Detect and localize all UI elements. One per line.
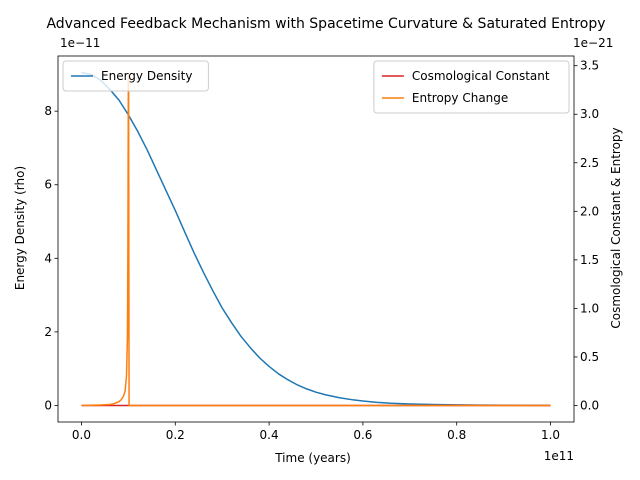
right-y-tick-label: 3.0 [580, 107, 599, 121]
chart-title: Advanced Feedback Mechanism with Spaceti… [46, 16, 605, 32]
legend-entry-label: Energy Density [101, 69, 192, 83]
left-y-tick-label: 0 [44, 398, 52, 412]
right-y-tick-label: 3.5 [580, 59, 599, 73]
x-axis-label: Time (years) [274, 451, 351, 465]
left-axis-offset-label: 1e−11 [60, 36, 100, 50]
legend-frame [373, 60, 570, 114]
plot-frame [57, 55, 575, 423]
x-tick-label: 0.8 [447, 428, 466, 442]
right-axis-label: Cosmological Constant & Entropy [609, 127, 623, 328]
series-line-entropy-change [81, 74, 551, 407]
left-y-tick-label: 4 [44, 251, 52, 265]
x-axis-offset-label: 1e11 [544, 449, 574, 463]
legend-entry-label: Cosmological Constant [412, 69, 550, 83]
series-line-energy-density [81, 71, 551, 407]
legend-cosmo-entropy: Cosmological Constant Entropy Change [373, 60, 570, 114]
x-tick-label: 0.0 [72, 428, 91, 442]
x-tick-label: 0.6 [353, 428, 372, 442]
right-y-tick-label: 0.0 [580, 398, 599, 412]
x-tick-label: 0.2 [166, 428, 185, 442]
right-y-tick-label: 0.5 [580, 350, 599, 364]
legend-frame [62, 60, 209, 92]
right-axis-offset-label: 1e−21 [573, 36, 613, 50]
right-y-tick-label: 2.0 [580, 204, 599, 218]
legend-energy: Energy Density [62, 60, 209, 92]
legend-entry-label: Entropy Change [412, 91, 508, 105]
left-y-tick-label: 6 [44, 178, 52, 192]
plot-area: 0.0 0.2 0.4 0.6 0.8 1.0 0 2 4 6 8 0.0 0.5 1.0 1.5 2.0 2.… [44, 55, 599, 442]
left-y-tick-label: 8 [44, 104, 52, 118]
right-y-tick-label: 1.0 [580, 301, 599, 315]
right-y-tick-label: 2.5 [580, 156, 599, 170]
x-tick-label: 1.0 [541, 428, 560, 442]
left-y-tick-label: 2 [44, 325, 52, 339]
left-axis-label: Energy Density (rho) [13, 166, 27, 290]
x-tick-label: 0.4 [260, 428, 279, 442]
right-y-tick-label: 1.5 [580, 253, 599, 267]
